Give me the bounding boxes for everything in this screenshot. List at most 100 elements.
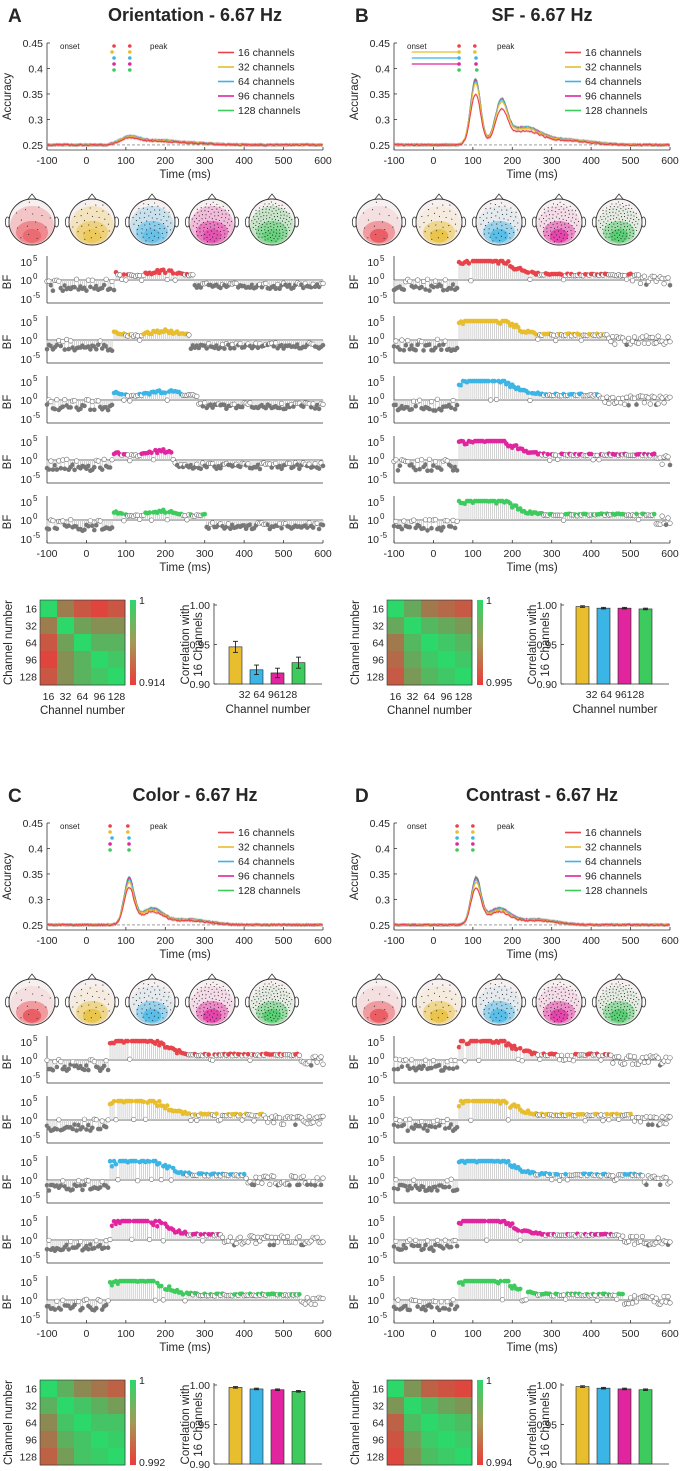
bf-point [121,518,127,524]
electrode [605,218,607,220]
electrode [609,206,611,208]
electrode [255,1008,257,1010]
electrode [281,220,284,222]
electrode [577,220,580,222]
electrode [283,994,285,996]
electrode [212,201,214,203]
electrode [613,223,615,225]
bf-tick-exponent: -5 [380,471,388,480]
bf-point [214,1111,219,1117]
electrode [620,227,622,229]
electrode [276,213,278,215]
electrode [224,1016,226,1018]
electrode [215,218,217,220]
electrode [615,212,617,214]
electrode [633,219,635,221]
electrode [280,1005,282,1008]
electrode [195,217,198,219]
electrode [163,1003,165,1005]
bf-point [84,288,89,293]
bf-x-tick-label: 0 [431,548,437,560]
electrode [141,232,143,234]
electrode [151,986,153,988]
heatmap-row-label: 16 [372,604,384,616]
bf-point [68,405,73,410]
electrode [486,217,488,219]
bf-tick-label: 10 [20,335,32,347]
electrode [32,213,34,215]
electrode [84,983,87,985]
electrode [104,218,106,220]
electrode [263,995,265,997]
legend-entry: 96 channels [238,91,295,103]
corr-y-tick-label: 1.00 [190,600,211,612]
bf-point [271,1120,277,1126]
bf-point [170,271,176,276]
electrode [605,223,607,225]
electrode [375,233,377,236]
electrode [510,215,512,218]
bf-y-label: BF [2,515,14,530]
electrode [567,222,570,224]
heatmap-cell [91,634,109,652]
electrode [560,224,562,226]
scalp-outline [475,198,523,246]
electrode [552,214,554,216]
electrode [435,224,437,226]
bf-point [645,340,651,346]
electrode [635,226,637,229]
electrode [81,1005,83,1007]
x-tick-label: 300 [196,155,214,167]
electrode [206,241,208,243]
bf-tick-label: 10 [367,515,379,527]
heatmap-cell [91,651,109,669]
scalp-0 [356,199,402,245]
electrode [259,207,261,209]
bf-point [651,511,657,517]
legend-entry: 16 channels [585,47,642,59]
electrode [283,997,285,999]
y-tick-label: 0.3 [28,894,43,906]
bf-point [431,284,436,290]
bf-point [419,284,424,290]
bf-point [401,287,407,293]
bf-point [468,278,474,284]
legend-entry: 128 channels [238,885,300,897]
electrode [90,237,92,239]
electrode [217,1006,219,1008]
bf-point [594,452,600,459]
electrode [216,983,218,985]
nose [207,193,217,200]
bf-tick-exponent: 0 [380,452,385,461]
bf-point [109,525,115,530]
electrode [273,1004,275,1006]
x-tick-label: 0 [84,935,90,947]
x-axis-label: Time (ms) [159,169,210,181]
electrode [164,211,166,213]
bf-tick-label: 10 [20,275,32,287]
electrode [270,994,272,996]
electrode [572,213,574,215]
scalp-blob [489,228,509,243]
bf-strip-3: 10 510 010 -5BF [349,434,673,486]
electrode [221,993,223,995]
electrode [20,219,22,221]
electrode [504,205,506,207]
heatmap-cell [74,617,92,635]
peak-marker-1 [473,50,477,54]
electrode [226,222,228,224]
electrode [142,236,144,238]
electrode [198,220,200,222]
electrode [270,986,272,988]
electrode [285,235,287,238]
bf-point [558,512,565,518]
electrode [260,1000,262,1002]
bf-point [320,1061,326,1067]
electrode [447,236,449,238]
electrode [563,230,565,232]
electrode [488,232,490,234]
bf-x-tick-label: 100 [117,548,135,560]
electrode [195,226,197,229]
scalp-maps [351,193,647,246]
bf-tick-label: 10 [20,354,32,366]
